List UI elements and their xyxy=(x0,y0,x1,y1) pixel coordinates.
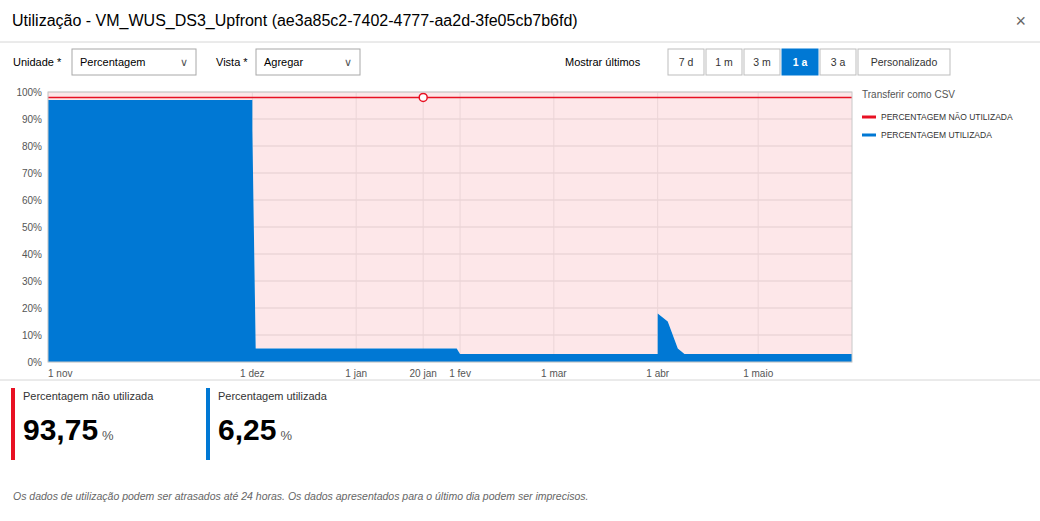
stat-label: Percentagem utilizada xyxy=(218,390,328,402)
x-tick-label: 1 fev xyxy=(449,368,471,379)
time-button-label[interactable]: Personalizado xyxy=(871,56,938,68)
x-tick-label: 1 abr xyxy=(646,368,669,379)
unit-value[interactable]: Percentagem xyxy=(80,56,145,68)
time-button-box[interactable] xyxy=(782,49,818,75)
legend: PERCENTAGEM NÃO UTILIZADA PERCENTAGEM UTI… xyxy=(862,112,1013,140)
stat-label: Percentagem não utilizada xyxy=(23,390,154,402)
highlight-point xyxy=(419,93,427,101)
x-tick-label: 1 maio xyxy=(743,368,773,379)
unit-box[interactable] xyxy=(72,49,196,75)
vista-dropdown[interactable]: Agregar ∨ xyxy=(256,49,360,75)
legend-swatch xyxy=(862,116,876,119)
range-label: Mostrar últimos xyxy=(565,56,641,68)
time-button[interactable]: 1 a xyxy=(782,49,818,75)
time-button-label[interactable]: 1 a xyxy=(793,56,808,68)
separator xyxy=(0,380,1040,381)
stat-unit: % xyxy=(280,428,292,443)
y-tick-label: 100% xyxy=(16,87,42,98)
y-tick-label: 90% xyxy=(22,114,42,125)
time-button-label[interactable]: 3 m xyxy=(753,56,771,68)
time-button[interactable]: 3 m xyxy=(744,49,780,75)
y-tick-label: 80% xyxy=(22,141,42,152)
vista-chevron[interactable]: ∨ xyxy=(344,56,352,68)
separator xyxy=(0,42,1040,43)
time-button[interactable]: 7 d xyxy=(668,49,704,75)
close-button[interactable]: × xyxy=(1015,11,1026,31)
stat-bar xyxy=(206,388,210,460)
x-tick-label: 1 mar xyxy=(541,368,567,379)
y-tick-label: 40% xyxy=(22,249,42,260)
y-tick-label: 70% xyxy=(22,168,42,179)
time-button-box[interactable] xyxy=(668,49,704,75)
y-tick-label: 0% xyxy=(28,357,43,368)
unit-chevron[interactable]: ∨ xyxy=(180,56,188,68)
title: Utilização - VM_WUS_DS3_Upfront (ae3a85c… xyxy=(12,12,578,30)
used-area xyxy=(48,100,852,362)
y-tick-label: 60% xyxy=(22,195,42,206)
x-tick-label: 1 dez xyxy=(240,368,264,379)
footer: Os dados de utilização podem ser atrasad… xyxy=(13,490,589,502)
vista-value[interactable]: Agregar xyxy=(264,56,303,68)
reference-line xyxy=(48,97,852,99)
y-tick-label: 20% xyxy=(22,303,42,314)
x-tick-label: 1 jan xyxy=(345,368,367,379)
time-button-label[interactable]: 7 d xyxy=(679,56,694,68)
legend-label: PERCENTAGEM NÃO UTILIZADA xyxy=(881,112,1013,122)
unit-label: Unidade * xyxy=(13,56,62,68)
stat-bar xyxy=(11,388,15,460)
vista-label: Vista * xyxy=(216,56,248,68)
legend-swatch xyxy=(862,134,876,137)
time-button-box[interactable] xyxy=(706,49,742,75)
time-button[interactable]: Personalizado xyxy=(858,49,950,75)
time-button-label[interactable]: 1 m xyxy=(715,56,733,68)
time-button[interactable]: 3 a xyxy=(820,49,856,75)
legend-label: PERCENTAGEM UTILIZADA xyxy=(881,130,992,140)
y-tick-label: 10% xyxy=(22,330,42,341)
time-button-box[interactable] xyxy=(744,49,780,75)
time-button-box[interactable] xyxy=(858,49,950,75)
plot-frame xyxy=(48,92,852,362)
y-tick-label: 30% xyxy=(22,276,42,287)
csv-link[interactable]: Transferir como CSV xyxy=(862,89,955,100)
time-button-label[interactable]: 3 a xyxy=(831,56,846,68)
vista-box[interactable] xyxy=(256,49,360,75)
time-button[interactable]: 1 m xyxy=(706,49,742,75)
stat-value: 6,25 xyxy=(218,413,276,446)
grid xyxy=(48,92,852,362)
page: Utilização - VM_WUS_DS3_Upfront (ae3a85c… xyxy=(0,0,1040,521)
stat-unit: % xyxy=(102,428,114,443)
x-tick-label: 1 nov xyxy=(48,368,72,379)
time-button-box[interactable] xyxy=(820,49,856,75)
plot-area xyxy=(48,92,852,362)
unit-dropdown[interactable]: Percentagem ∨ xyxy=(72,49,196,75)
stat-value: 93,75 xyxy=(23,413,98,446)
x-tick-label: 20 jan xyxy=(410,368,437,379)
y-tick-label: 50% xyxy=(22,222,42,233)
